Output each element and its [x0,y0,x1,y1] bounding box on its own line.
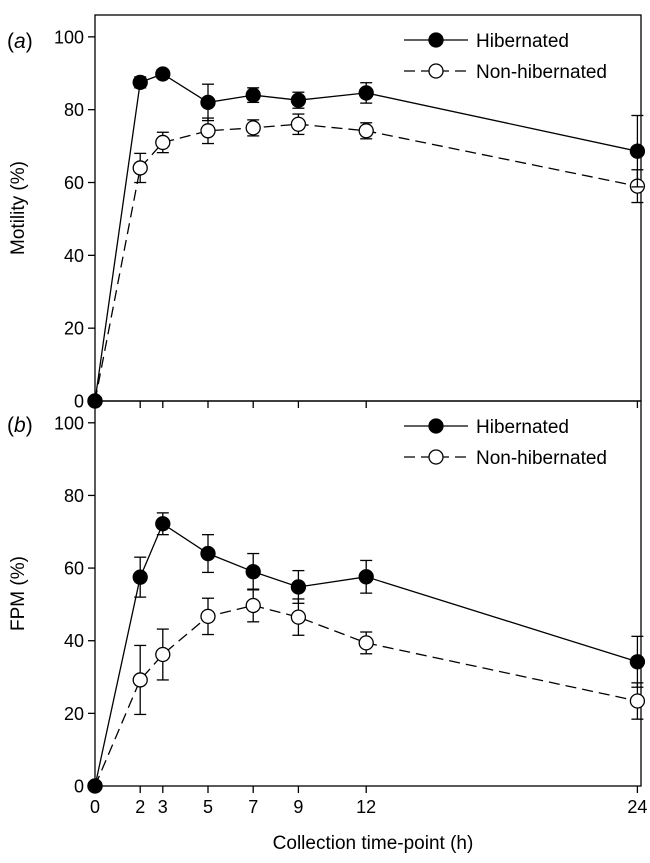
chart-0-series-0-point-5 [290,92,307,108]
chart-1-legend-marker-1 [428,449,444,465]
chart-0-legend-label-0: Hibernated [476,31,569,52]
chart-1-series-1-point-6 [358,635,374,651]
chart-1-legend-entry-1: Non-hibernated [404,448,607,469]
chart-0-y-axis-title: Motility (%) [8,161,29,255]
chart-1-series-0-point-4 [245,564,261,580]
chart-1-series-1-point-3 [200,608,216,625]
chart-1-frame [94,400,642,787]
chart-1-series-1-point-4 [245,597,261,614]
chart-1-ytick-label-4: 80 [64,486,84,506]
chart-1-series-0-point-7 [629,654,646,670]
chart-0-series-0 [87,66,646,409]
chart-1-series-1-point-1 [132,672,148,688]
chart-0-panel-label: (a) [7,30,33,53]
chart-1-xtick-label-1: 2 [135,797,145,817]
chart-0: (a) 0 20 40 60 80 100 Motility (%) Hibernated Non… [7,14,646,412]
chart-1-ytick-label-1: 20 [64,704,84,724]
chart-1-panel-label: (b) [7,414,33,437]
chart-0-legend: Hibernated Non-hibernated [404,31,607,83]
chart-0-series-0-point-3 [200,94,216,111]
chart-0-ytick-label-4: 80 [64,100,84,120]
chart-0-ytick-label-0: 0 [74,392,84,412]
chart-0-legend-entry-0: Hibernated [404,31,569,52]
chart-1-xtick-label-5: 9 [293,797,303,817]
chart-1-ytick-label-2: 40 [64,631,84,651]
chart-0-series-0-point-6 [358,85,374,101]
chart-0-legend-marker-1 [428,63,444,79]
chart-1-ytick-label-3: 60 [64,559,84,579]
chart-1-series-1-point-5 [290,609,307,625]
chart-1-series-0 [87,512,646,794]
chart-0-ytick-label-1: 20 [64,319,84,339]
chart-1-series-0-line [94,522,638,787]
chart-1-legend-marker-0 [428,418,444,434]
chart-1-legend-label-0: Hibernated [476,417,569,438]
chart-1-xtick-label-6: 12 [356,797,376,817]
chart-1-series-0-point-0 [87,778,103,794]
chart-0-series-0-point-7 [629,143,646,159]
chart-0-ytick-label-5: 100 [54,27,84,47]
chart-0-series-1-point-6 [358,123,374,139]
chart-1-xtick-label-0: 0 [90,797,100,817]
chart-1-ytick-label-5: 100 [54,413,84,433]
chart-1-ytick-label-0: 0 [74,777,84,797]
chart-1: (b) 0 20 40 60 80 100 0 2 3 5 7 9 12 24 FPM (%) Collecti… [7,400,647,854]
chart-1-series-0-point-6 [358,569,374,585]
chart-1-legend-label-1: Non-hibernated [476,448,607,469]
chart-0-series-1 [87,113,646,409]
chart-0-ytick-label-3: 60 [64,173,84,193]
chart-1-xtick-label-4: 7 [248,797,258,817]
chart-0-series-1-point-1 [132,160,148,176]
chart-0-series-1-point-4 [245,120,261,136]
chart-1-series-0-point-2 [155,516,171,532]
chart-1-series-0-point-5 [290,579,307,595]
chart-1-y-axis-title: FPM (%) [8,556,29,631]
chart-1-x-axis-title: Collection time-point (h) [273,833,474,854]
chart-1-xtick-label-7: 24 [627,797,647,817]
chart-1-legend-entry-0: Hibernated [404,417,569,438]
chart-0-series-0-point-1 [132,74,148,91]
chart-0-ytick-label-2: 40 [64,246,84,266]
chart-1-series-1-point-2 [155,646,171,663]
chart-1-series-0-point-1 [132,569,148,585]
chart-0-series-1-point-5 [290,116,307,132]
chart-0-legend-entry-1: Non-hibernated [404,62,607,83]
chart-1-series-1 [87,588,646,794]
chart-1-series-0-point-3 [200,545,216,562]
chart-0-legend-label-1: Non-hibernated [476,62,607,83]
chart-1-series-1-point-7 [629,693,646,709]
chart-0-series-0-point-4 [245,87,261,103]
chart-0-series-1-point-2 [155,134,171,151]
chart-1-xtick-label-3: 5 [203,797,213,817]
chart-1-legend: Hibernated Non-hibernated [404,417,607,469]
chart-1-xtick-label-2: 3 [158,797,168,817]
chart-0-series-1-point-3 [200,123,216,139]
chart-0-series-1-line [94,123,638,402]
chart-0-series-0-point-2 [155,66,171,82]
chart-0-legend-marker-0 [428,32,444,48]
